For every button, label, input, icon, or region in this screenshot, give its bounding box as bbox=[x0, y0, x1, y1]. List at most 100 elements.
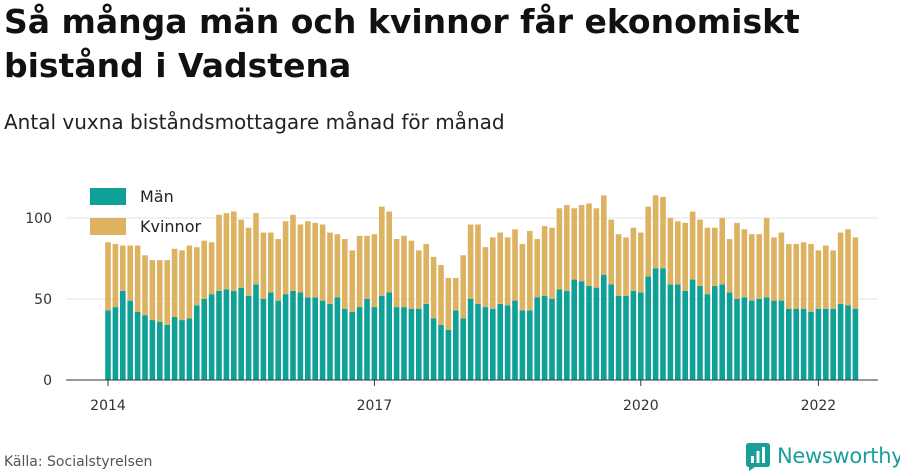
bar-man bbox=[364, 299, 370, 380]
bar-man bbox=[615, 295, 622, 380]
bar-man bbox=[741, 297, 748, 380]
bar-kvinnor bbox=[549, 227, 555, 299]
bar-man bbox=[608, 284, 614, 380]
bar-man bbox=[630, 290, 637, 380]
bar-man bbox=[171, 316, 178, 380]
legend-label: Kvinnor bbox=[140, 217, 201, 236]
bar-man bbox=[845, 305, 851, 380]
bar-man bbox=[719, 284, 725, 380]
bar-man bbox=[319, 300, 326, 380]
bar-kvinnor bbox=[282, 221, 289, 295]
bar-man bbox=[763, 297, 770, 380]
bar-man bbox=[393, 307, 400, 380]
bar-man bbox=[282, 294, 289, 380]
bar-kvinnor bbox=[223, 213, 230, 290]
legend-swatch bbox=[90, 218, 126, 235]
y-tick-label: 0 bbox=[43, 373, 52, 389]
bar-kvinnor bbox=[142, 255, 148, 316]
bar-kvinnor bbox=[645, 206, 651, 277]
bar-kvinnor bbox=[120, 245, 126, 291]
bar-kvinnor bbox=[305, 221, 311, 298]
bar-kvinnor bbox=[793, 243, 799, 309]
bar-man bbox=[408, 308, 415, 380]
bar-man bbox=[660, 268, 666, 380]
bar-man bbox=[134, 311, 141, 380]
bar-man bbox=[623, 295, 629, 380]
bar-man bbox=[800, 308, 807, 380]
bar-kvinnor bbox=[800, 242, 807, 309]
x-tick-label: 2017 bbox=[357, 398, 393, 414]
bar-kvinnor bbox=[660, 196, 666, 269]
bar-kvinnor bbox=[638, 232, 644, 293]
bar-kvinnor bbox=[342, 239, 348, 309]
bar-kvinnor bbox=[134, 245, 141, 312]
bar-kvinnor bbox=[112, 243, 119, 308]
bar-kvinnor bbox=[349, 250, 355, 312]
bar-kvinnor bbox=[512, 229, 518, 301]
bar-man bbox=[105, 310, 111, 380]
bar-man bbox=[638, 292, 644, 380]
bar-man bbox=[578, 281, 585, 380]
bar-man bbox=[497, 303, 503, 380]
bar-kvinnor bbox=[186, 245, 193, 319]
bar-man bbox=[245, 295, 252, 380]
bar-man bbox=[541, 295, 548, 380]
legend-swatch bbox=[90, 188, 126, 205]
bar-man bbox=[112, 307, 119, 380]
bar-man bbox=[837, 303, 844, 380]
bar-man bbox=[504, 305, 511, 380]
x-tick-label: 2020 bbox=[623, 398, 659, 414]
bar-kvinnor bbox=[482, 247, 489, 308]
bar-kvinnor bbox=[571, 208, 577, 280]
bar-kvinnor bbox=[623, 237, 629, 296]
bar-man bbox=[142, 315, 148, 380]
bar-kvinnor bbox=[319, 224, 326, 301]
bar-man bbox=[652, 268, 659, 380]
bar-kvinnor bbox=[430, 256, 437, 319]
source-note: Källa: Socialstyrelsen bbox=[4, 454, 153, 470]
bar-man bbox=[290, 290, 296, 380]
bar-man bbox=[386, 292, 392, 380]
bar-kvinnor bbox=[453, 277, 459, 311]
bar-man bbox=[164, 324, 170, 380]
bar-man bbox=[157, 321, 163, 380]
bar-kvinnor bbox=[652, 195, 659, 269]
bar-man bbox=[223, 289, 230, 380]
bar-kvinnor bbox=[194, 247, 200, 306]
bar-kvinnor bbox=[741, 229, 748, 298]
bar-kvinnor bbox=[675, 221, 681, 285]
bar-kvinnor bbox=[734, 222, 740, 299]
bar-man bbox=[704, 294, 711, 380]
bar-kvinnor bbox=[127, 245, 133, 301]
bar-kvinnor bbox=[290, 214, 296, 291]
axes: 0 50 100 2014 2017 2020 2022 bbox=[25, 211, 878, 414]
bar-man bbox=[726, 292, 733, 380]
bar-man bbox=[453, 310, 459, 380]
bar-man bbox=[778, 300, 785, 380]
bar-kvinnor bbox=[401, 235, 407, 308]
bar-man bbox=[512, 300, 518, 380]
bar-kvinnor bbox=[837, 232, 844, 304]
bar-man bbox=[312, 297, 318, 380]
x-tick-label: 2022 bbox=[801, 398, 837, 414]
bar-kvinnor bbox=[171, 248, 178, 317]
bar-man bbox=[305, 297, 311, 380]
bar-kvinnor bbox=[490, 237, 496, 309]
bar-man bbox=[327, 303, 333, 380]
bar-man bbox=[127, 300, 133, 380]
bar-kvinnor bbox=[386, 211, 392, 293]
bar-man bbox=[519, 310, 526, 380]
bar-man bbox=[571, 279, 577, 380]
bar-kvinnor bbox=[445, 277, 452, 330]
bar-kvinnor bbox=[371, 234, 378, 308]
bar-kvinnor bbox=[689, 211, 696, 280]
bar-man bbox=[349, 311, 355, 380]
bar-kvinnor bbox=[105, 242, 111, 311]
y-tick-label: 50 bbox=[34, 292, 52, 308]
bar-kvinnor bbox=[615, 234, 622, 296]
legend-label: Män bbox=[140, 187, 174, 206]
bar-kvinnor bbox=[556, 208, 563, 290]
bar-kvinnor bbox=[697, 219, 703, 287]
bars bbox=[105, 195, 859, 380]
